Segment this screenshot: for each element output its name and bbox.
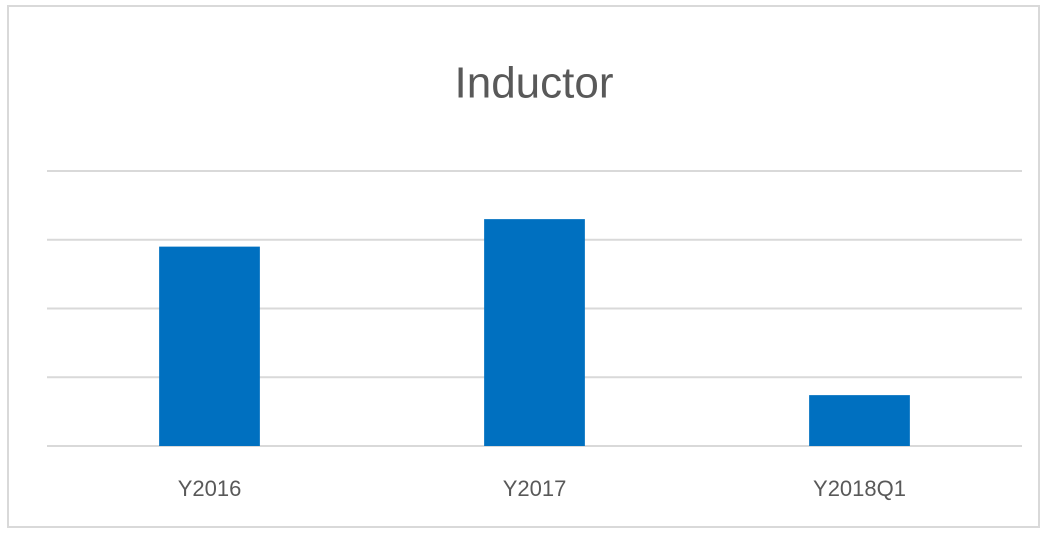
x-tick-label: Y2016 bbox=[178, 476, 242, 501]
x-tick-label: Y2018Q1 bbox=[813, 476, 906, 501]
x-tick-label: Y2017 bbox=[503, 476, 567, 501]
bar bbox=[484, 219, 585, 446]
bar bbox=[159, 246, 260, 446]
bar bbox=[809, 395, 910, 446]
chart-title: Inductor bbox=[455, 59, 614, 108]
